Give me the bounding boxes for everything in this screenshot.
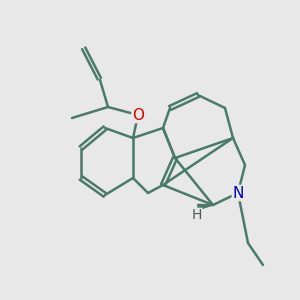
Text: O: O: [132, 107, 144, 122]
Text: N: N: [232, 185, 244, 200]
Text: H: H: [192, 208, 202, 222]
Polygon shape: [198, 204, 213, 210]
